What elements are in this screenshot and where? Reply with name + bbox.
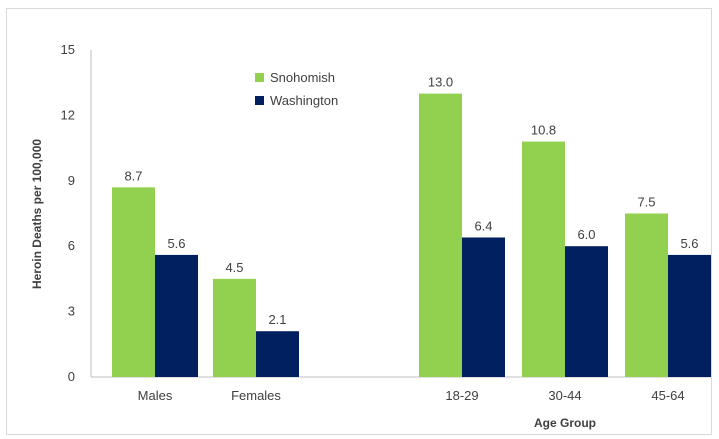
bar-washington-30-44 — [565, 246, 608, 377]
y-tick-label: 0 — [68, 369, 75, 384]
x-axis-title: Age Group — [534, 416, 596, 430]
bar-value-label: 10.8 — [531, 123, 556, 138]
bar-value-label: 8.7 — [124, 168, 142, 183]
category-label: Males — [138, 388, 173, 403]
y-tick-label: 3 — [68, 304, 75, 319]
y-tick-label: 12 — [61, 107, 75, 122]
bar-snohomish-females — [213, 278, 256, 377]
bar-snohomish-45-64 — [625, 213, 668, 377]
category-labels: Males Females 18-29 30-44 45-64 — [138, 388, 685, 403]
bar-value-label: 6.4 — [474, 218, 492, 233]
bar-washington-18-29 — [462, 237, 505, 377]
chart-frame — [6, 8, 712, 435]
category-label: 18-29 — [445, 388, 478, 403]
bar-value-label: 4.5 — [225, 260, 243, 275]
bars — [112, 93, 711, 377]
bar-value-label: 7.5 — [637, 195, 655, 210]
bar-value-label: 13.0 — [428, 75, 453, 90]
legend-swatch-snohomish — [255, 73, 264, 82]
y-tick-labels: 0 3 6 9 12 15 — [61, 42, 75, 384]
legend-swatch-washington — [255, 96, 264, 105]
category-label: 30-44 — [548, 388, 581, 403]
bar-snohomish-30-44 — [522, 141, 565, 377]
legend-label-snohomish: Snohomish — [270, 70, 335, 85]
legend-label-washington: Washington — [270, 93, 338, 108]
y-tick-label: 9 — [68, 173, 75, 188]
bar-washington-females — [256, 331, 299, 377]
legend: Snohomish Washington — [255, 70, 338, 108]
bar-value-label: 5.6 — [167, 236, 185, 251]
bar-value-label: 5.6 — [680, 236, 698, 251]
bar-value-label: 6.0 — [577, 227, 595, 242]
y-tick-label: 15 — [61, 42, 75, 57]
bar-value-label: 2.1 — [268, 312, 286, 327]
bar-snohomish-18-29 — [419, 93, 462, 377]
y-axis-title: Heroin Deaths per 100,000 — [30, 139, 44, 289]
category-label: 45-64 — [651, 388, 684, 403]
bar-value-labels: 8.7 5.6 4.5 2.1 13.0 6.4 10.8 6.0 7.5 5.6 — [124, 75, 698, 328]
bar-washington-males — [155, 254, 198, 377]
category-label: Females — [231, 388, 281, 403]
y-tick-label: 6 — [68, 238, 75, 253]
bar-washington-45-64 — [668, 254, 711, 377]
bar-snohomish-males — [112, 187, 155, 377]
